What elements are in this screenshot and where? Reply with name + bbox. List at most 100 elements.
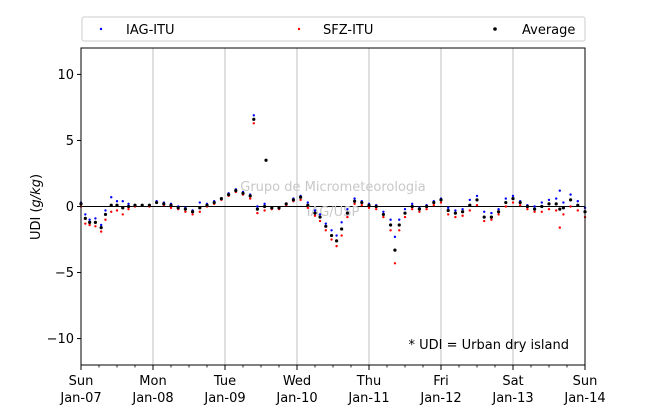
y-axis: 10 5 0 −5 −10	[47, 68, 81, 347]
data-point	[547, 202, 551, 206]
x-tick-date: Jan-09	[203, 391, 245, 406]
legend-label-average: Average	[522, 23, 575, 38]
data-point	[324, 229, 327, 232]
data-point	[562, 201, 565, 204]
data-point	[340, 221, 343, 224]
data-point	[121, 206, 125, 210]
data-point	[176, 206, 180, 210]
data-point	[330, 229, 333, 232]
data-point	[393, 248, 397, 252]
data-point	[555, 197, 558, 200]
data-point	[389, 229, 392, 232]
x-tick-day: Tue	[213, 374, 236, 389]
data-point	[263, 204, 267, 209]
data-point	[318, 219, 322, 223]
x-tick-day: Wed	[283, 374, 311, 389]
data-point	[381, 212, 385, 217]
data-point	[576, 200, 579, 203]
data-point	[234, 189, 238, 193]
x-tick-date: Jan-14	[563, 391, 605, 406]
data-point	[306, 206, 309, 210]
x-tick-day: Fri	[433, 374, 449, 389]
data-point	[191, 210, 195, 214]
data-point	[84, 213, 87, 216]
y-tick-label: 10	[57, 68, 74, 83]
data-point	[475, 198, 479, 202]
x-tick-date: Jan-11	[347, 391, 389, 406]
legend: IAG-ITU SFZ-ITU Average	[81, 16, 586, 42]
data-point	[88, 223, 91, 227]
data-point	[93, 220, 97, 224]
data-point	[468, 203, 472, 207]
data-point	[84, 222, 87, 225]
data-point	[403, 207, 407, 211]
data-point	[475, 194, 479, 198]
data-point	[212, 200, 216, 205]
data-point	[162, 202, 166, 206]
y-tick-label: −10	[47, 332, 74, 347]
data-point	[411, 202, 414, 206]
data-point	[353, 197, 356, 200]
data-point	[83, 216, 87, 220]
data-point	[398, 229, 401, 232]
data-point	[249, 197, 252, 200]
data-point	[140, 203, 144, 207]
data-point	[263, 202, 266, 206]
data-point	[397, 223, 401, 227]
data-point	[454, 209, 457, 212]
x-tick-day: Sat	[502, 374, 523, 389]
data-point	[504, 205, 507, 208]
data-point	[219, 196, 223, 201]
data-point	[447, 206, 450, 210]
data-point	[88, 218, 91, 221]
data-point	[284, 202, 288, 206]
data-point	[482, 215, 486, 219]
data-point	[504, 197, 507, 200]
data-point	[547, 207, 551, 211]
data-point	[511, 194, 515, 198]
data-point	[558, 189, 561, 192]
data-point	[270, 206, 274, 210]
data-point	[439, 201, 443, 204]
data-point	[555, 209, 558, 212]
data-point	[115, 203, 119, 207]
data-point	[299, 195, 303, 199]
data-point	[353, 199, 357, 203]
data-point	[389, 218, 392, 221]
data-point	[110, 210, 113, 213]
data-point	[525, 204, 530, 209]
data-point	[335, 244, 338, 248]
data-point	[94, 217, 97, 220]
data-point	[346, 207, 349, 211]
y-axis-label: UDI (g/kg)	[29, 174, 44, 240]
x-tick-date: Jan-08	[131, 391, 173, 406]
data-point	[367, 203, 371, 207]
x-tick-date: Jan-10	[275, 391, 317, 406]
data-point	[99, 230, 103, 233]
data-point	[497, 210, 501, 214]
data-point	[425, 207, 428, 211]
data-point	[198, 210, 201, 213]
data-point	[184, 210, 187, 213]
data-point	[561, 206, 566, 210]
data-point	[461, 210, 465, 214]
x-tick-day: Sun	[69, 374, 94, 389]
data-point	[306, 201, 309, 204]
data-point	[318, 215, 322, 219]
legend-frame	[81, 16, 586, 42]
data-point	[99, 223, 103, 227]
legend-label-sfz-itu: SFZ-ITU	[323, 23, 373, 38]
y-tick-label: 5	[66, 134, 74, 149]
y-axis-label-prefix: UDI (	[29, 207, 44, 240]
data-point	[393, 235, 397, 239]
data-point	[461, 207, 464, 211]
data-point	[335, 234, 338, 237]
data-point	[533, 205, 536, 208]
data-point	[540, 204, 544, 209]
data-point	[367, 206, 371, 210]
data-point	[439, 198, 443, 202]
data-point	[241, 191, 245, 195]
data-point	[121, 213, 124, 216]
data-point	[533, 207, 537, 211]
